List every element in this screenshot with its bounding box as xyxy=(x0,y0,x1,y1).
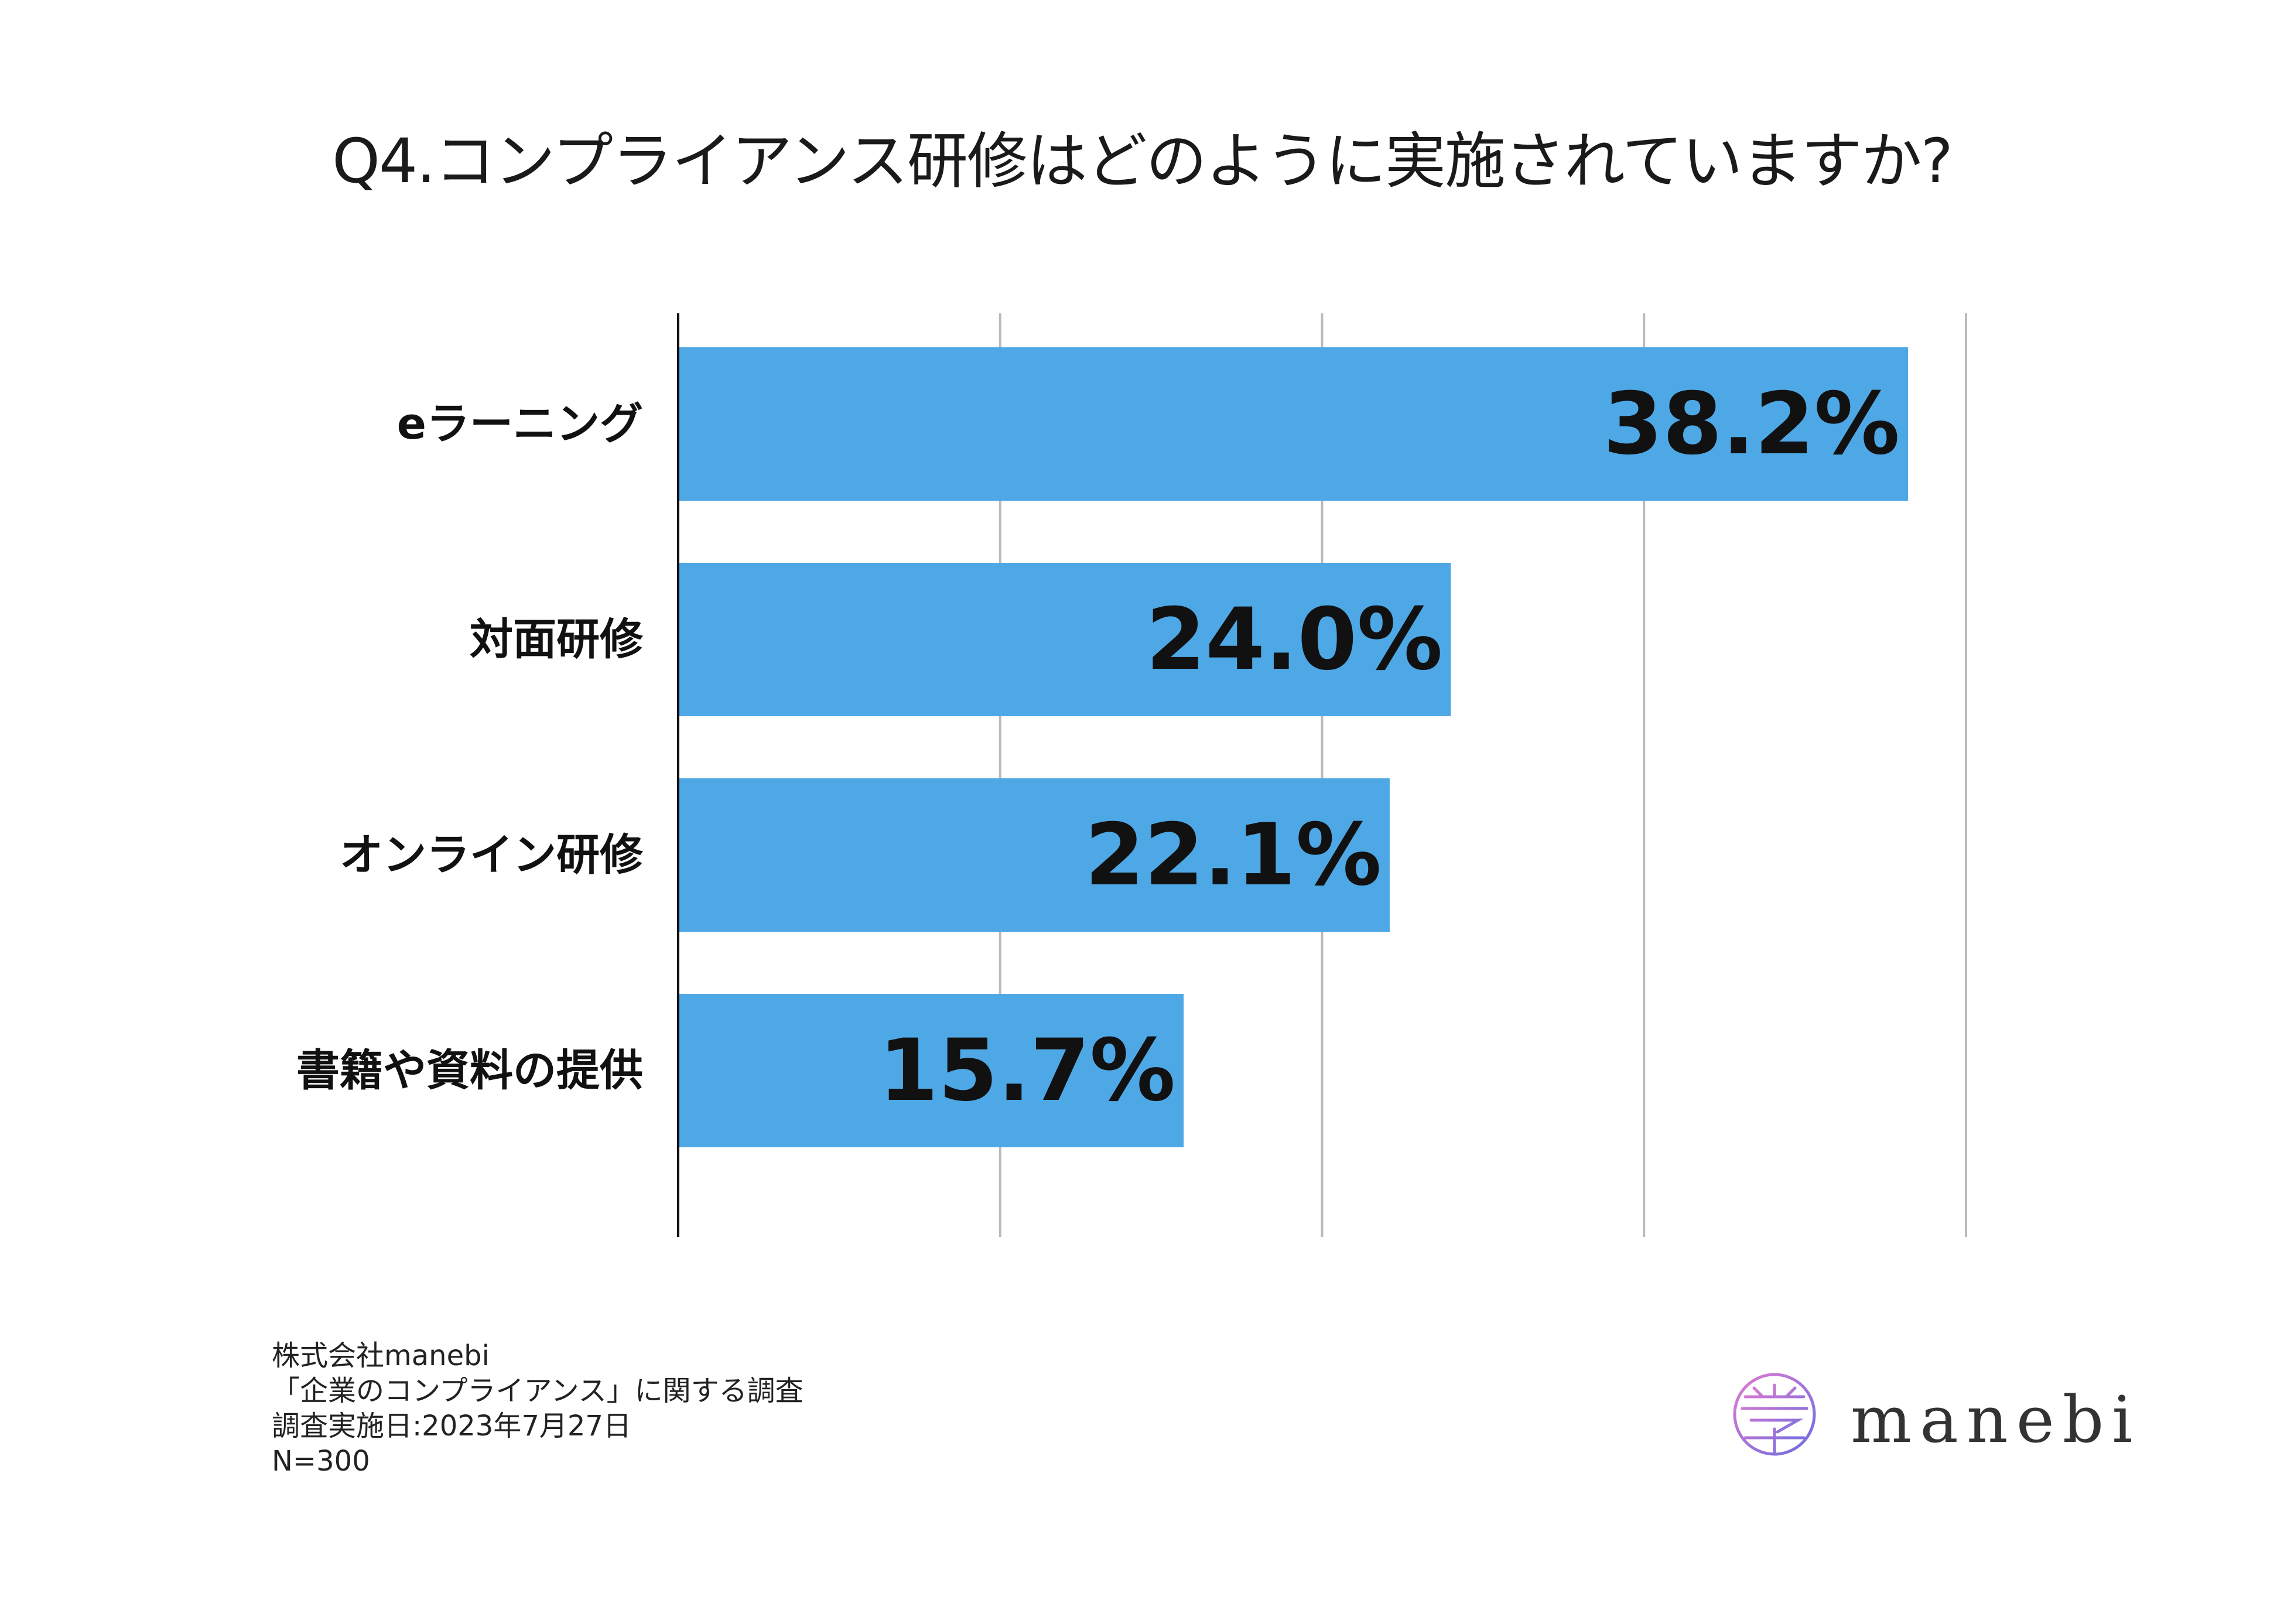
chart-title: Q4.コンプライアンス研修はどのように実施されていますか? xyxy=(332,125,1953,197)
footer-notes: 株式会社manebi 「企業のコンプライアンス」に関する調査 調査実施日:202… xyxy=(272,1338,803,1479)
footer-sample-size: N=300 xyxy=(272,1445,370,1478)
footer-survey-date: 調査実施日:2023年7月27日 xyxy=(272,1410,631,1442)
category-label-2: 対面研修 xyxy=(470,614,644,665)
bar-1 xyxy=(678,347,1909,501)
value-label-2: 24.0% xyxy=(1146,590,1443,689)
value-label-4: 15.7% xyxy=(879,1021,1176,1120)
category-label-3: オンライン研修 xyxy=(340,830,644,880)
logo-text: manebi xyxy=(1851,1382,2141,1457)
manebi-logo: manebi xyxy=(1728,1365,2132,1464)
bar-4 xyxy=(678,994,1184,1147)
value-label-3: 22.1% xyxy=(1085,805,1382,905)
manebi-logo-icon xyxy=(1733,1373,1816,1456)
bar-3 xyxy=(678,778,1390,932)
category-label-4: 書籍や資料の提供 xyxy=(296,1045,643,1096)
footer-survey-title: 「企業のコンプライアンス」に関する調査 xyxy=(272,1375,803,1407)
value-label-1: 38.2% xyxy=(1603,374,1900,474)
bar-2 xyxy=(678,563,1451,716)
category-label-1: eラーニング xyxy=(397,399,643,449)
footer-company: 株式会社manebi xyxy=(272,1339,490,1372)
